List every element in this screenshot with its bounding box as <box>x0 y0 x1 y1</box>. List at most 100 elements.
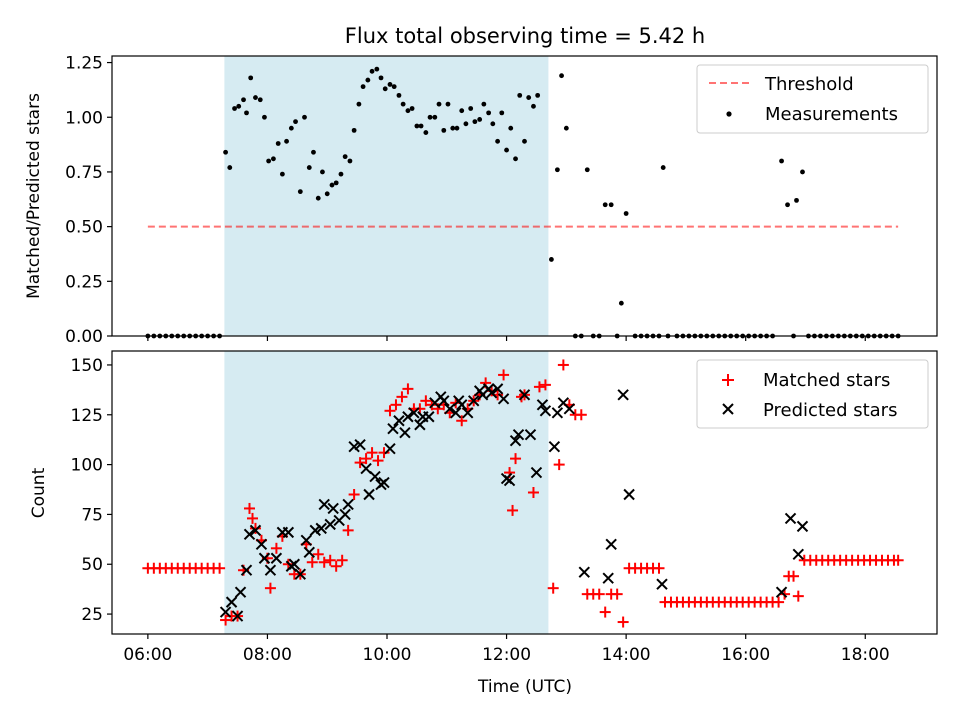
predicted-star-point <box>384 442 396 455</box>
predicted-star-point <box>461 407 474 419</box>
matched-star-point <box>264 582 276 594</box>
measurement-point <box>508 125 514 131</box>
legend-predicted-label: Predicted stars <box>763 400 897 421</box>
predicted-star-point <box>243 528 256 541</box>
bottom-plot-frame <box>111 350 938 635</box>
predicted-star-point <box>485 387 498 399</box>
bottom-y-axis-label: Count <box>29 467 49 518</box>
predicted-star-point <box>792 548 805 560</box>
measurement-point <box>315 195 321 201</box>
measurement-point <box>227 165 233 170</box>
predicted-star-point <box>360 462 372 475</box>
predicted-star-point <box>327 502 339 515</box>
bottom-legend: Matched stars Predicted stars <box>696 359 929 429</box>
predicted-star-point <box>264 564 277 576</box>
measurement-point <box>223 149 228 155</box>
predicted-star-point <box>240 564 253 576</box>
matched-star-point <box>348 488 360 500</box>
predicted-star-point <box>548 440 561 453</box>
predicted-star-point <box>444 403 456 415</box>
predicted-star-point <box>617 389 629 401</box>
measurement-point <box>441 127 447 133</box>
predicted-star-point <box>578 566 590 578</box>
predicted-star-point <box>503 474 516 487</box>
measurement-point <box>241 97 246 103</box>
predicted-star-point <box>399 427 411 439</box>
predicted-star-point <box>387 423 399 435</box>
bottom-y-tick-label: 100 <box>71 456 103 476</box>
bottom-predicted-group <box>219 383 809 622</box>
matched-star-point <box>390 399 402 411</box>
measurement-point <box>284 138 289 144</box>
measurement-point <box>559 73 564 79</box>
matched-star-point <box>593 588 605 600</box>
x-axis-label: Time (UTC) <box>477 677 572 697</box>
predicted-star-point <box>623 488 635 501</box>
measurement-point <box>499 110 505 116</box>
predicted-star-point <box>255 538 268 551</box>
predicted-star-point <box>303 546 315 558</box>
predicted-star-point <box>231 610 244 622</box>
predicted-star-point <box>249 524 262 537</box>
matched-star-point <box>342 524 354 536</box>
measurement-point <box>279 171 285 177</box>
measurement-point <box>320 169 325 175</box>
measurement-point <box>414 123 420 129</box>
predicted-star-point <box>225 596 238 608</box>
measurement-point <box>481 101 487 107</box>
measurement-point <box>409 106 415 111</box>
predicted-star-point <box>784 512 797 525</box>
predicted-star-point <box>234 586 247 598</box>
measurement-point <box>396 92 402 98</box>
matched-star-point <box>246 512 258 524</box>
measurement-point <box>405 108 411 114</box>
predicted-star-point <box>530 466 543 479</box>
measurement-point <box>794 197 799 203</box>
matched-star-point <box>892 554 904 566</box>
predicted-star-point <box>775 586 788 598</box>
top-y-tick-label: 1.00 <box>65 108 103 128</box>
legend-predicted-swatch <box>722 403 734 415</box>
predicted-star-point <box>456 399 468 411</box>
measurement-point <box>347 158 353 164</box>
matched-star-point <box>372 455 384 467</box>
legend-matched-swatch <box>722 374 734 386</box>
measurement-point <box>360 84 366 90</box>
predicted-star-point <box>369 470 381 483</box>
matched-star-point <box>336 554 348 566</box>
top-observing-window <box>224 56 549 336</box>
matched-star-point <box>527 487 539 498</box>
top-y-tick-label: 0.25 <box>65 272 103 292</box>
measurement-point <box>477 117 483 122</box>
predicted-star-point <box>524 428 537 441</box>
matched-star-point <box>456 415 468 427</box>
matched-star-point <box>533 381 545 393</box>
measurement-point <box>311 149 316 155</box>
matched-star-point <box>244 502 255 514</box>
measurement-point <box>554 167 560 173</box>
legend-matched-label: Matched stars <box>763 370 890 391</box>
measurement-point <box>418 123 424 129</box>
measurement-point <box>472 119 478 125</box>
predicted-star-point <box>605 538 617 551</box>
top-x-ticks <box>147 336 866 341</box>
measurement-point <box>486 110 492 116</box>
measurement-point <box>490 121 496 127</box>
bottom-legend-box <box>696 359 929 429</box>
predicted-star-point <box>467 395 480 407</box>
predicted-star-point <box>315 522 327 535</box>
measurement-point <box>526 95 532 100</box>
predicted-star-point <box>423 411 435 423</box>
predicted-star-point <box>258 552 271 564</box>
matched-star-point <box>773 596 785 608</box>
measurement-point <box>427 114 433 120</box>
x-tick-label: 06:00 <box>123 645 172 665</box>
measurement-point <box>522 138 527 144</box>
measurement-point <box>584 167 590 173</box>
measurement-point <box>391 84 397 90</box>
measurement-point <box>244 110 249 116</box>
matched-star-point <box>575 409 587 421</box>
legend-measurements-label: Measurements <box>765 104 898 125</box>
predicted-star-point <box>509 434 522 447</box>
